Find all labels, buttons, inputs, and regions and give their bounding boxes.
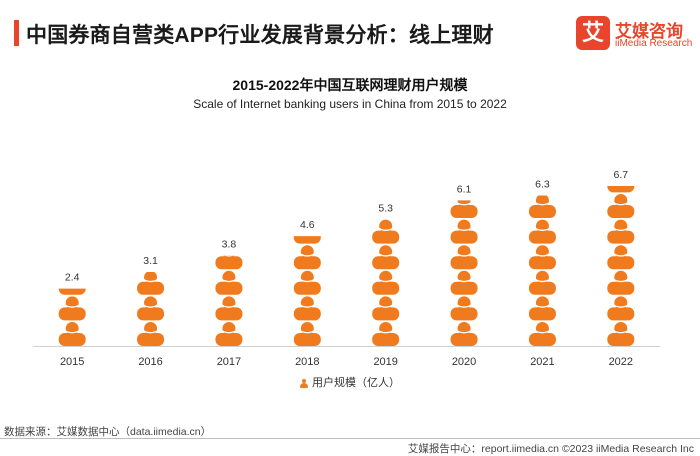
bar-2022	[607, 186, 635, 346]
x-tick-2015: 2015	[60, 356, 84, 368]
value-label-2020: 6.1	[457, 183, 472, 195]
page-title: 中国券商自营类APP行业发展背景分析：线上理财	[26, 24, 494, 47]
data-source: 数据来源：艾媒数据中心（data.iimedia.cn）	[4, 426, 212, 438]
legend: 用户规模（亿人）	[0, 374, 700, 390]
value-label-2019: 5.3	[378, 202, 393, 214]
logo-name-en: iiMedia Research	[615, 38, 693, 49]
bar-2016	[137, 271, 165, 346]
x-tick-2018: 2018	[295, 356, 319, 368]
title-accent-bar	[14, 20, 19, 46]
logo-name-cn: 艾媒咨询	[615, 22, 683, 41]
value-label-2018: 4.6	[300, 219, 315, 231]
bar-2021	[528, 195, 556, 346]
value-label-2015: 2.4	[65, 272, 80, 284]
legend-label: 用户规模（亿人）	[312, 377, 400, 389]
value-label-2022: 6.7	[614, 169, 629, 181]
footer-divider	[0, 438, 700, 439]
x-tick-2022: 2022	[609, 356, 633, 368]
value-label-2016: 3.1	[143, 255, 158, 267]
chart-subtitle: Scale of Internet banking users in China…	[193, 97, 507, 111]
value-label-2021: 6.3	[535, 179, 550, 191]
x-tick-2019: 2019	[373, 356, 397, 368]
bar-2020	[450, 200, 478, 346]
footer-credit: 艾媒报告中心：report.iimedia.cn ©2023 iiMedia R…	[407, 443, 694, 455]
bar-2017	[215, 255, 243, 346]
bar-2015	[58, 288, 86, 346]
value-label-2017: 3.8	[222, 238, 237, 250]
iimedia-logo: 艾 艾媒咨询 iiMedia Research	[576, 16, 694, 52]
x-tick-2020: 2020	[452, 356, 476, 368]
x-tick-2021: 2021	[530, 356, 554, 368]
logo-mark: 艾	[576, 16, 610, 50]
chart-title: 2015-2022年中国互联网理财用户规模	[232, 77, 468, 93]
bar-2018	[293, 236, 321, 346]
x-tick-2017: 2017	[217, 356, 241, 368]
bar-2019	[372, 219, 400, 346]
person-icon	[300, 378, 308, 388]
x-tick-2016: 2016	[138, 356, 162, 368]
